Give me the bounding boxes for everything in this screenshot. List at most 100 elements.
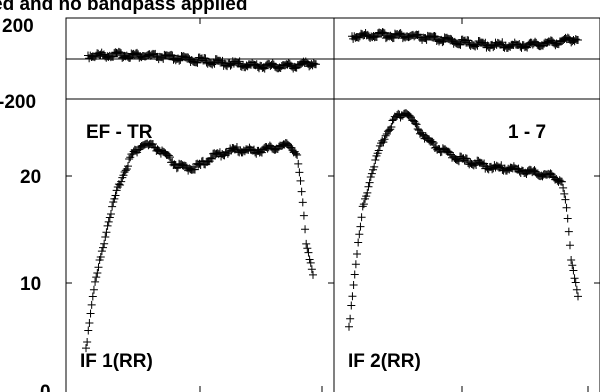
data-point-phase-right: [430, 32, 439, 41]
baseline-label: EF - TR: [86, 122, 153, 143]
data-point-amp-left: [96, 253, 105, 262]
figure-title: ed and no bandpass applied: [0, 0, 247, 15]
data-point-amp-left: [99, 243, 108, 252]
data-point-phase-right: [438, 38, 447, 47]
data-point-amp-left: [100, 239, 109, 248]
data-point-amp-left: [299, 211, 308, 220]
data-point-amp-left: [293, 151, 302, 160]
data-point-amp-right: [358, 202, 367, 211]
data-point-phase-left: [115, 48, 124, 57]
ytick-label-10: 10: [20, 274, 41, 295]
frame-and-ticks: [65, 17, 600, 392]
data-point-amp-left: [101, 232, 110, 241]
data-point-amp-left: [294, 159, 303, 168]
data-point-amp-right: [557, 177, 566, 186]
data-point-phase-left: [205, 59, 214, 68]
data-point-amp-left: [291, 149, 300, 158]
data-point-amp-left: [86, 309, 95, 318]
data-point-amp-left: [301, 225, 310, 234]
data-point-phase-right: [372, 33, 381, 42]
data-point-amp-left: [88, 292, 97, 301]
data-point-amp-right: [551, 175, 560, 184]
data-marks: [82, 28, 582, 353]
data-point-amp-right: [468, 160, 477, 169]
data-point-amp-left: [94, 263, 103, 272]
data-point-amp-right: [450, 153, 459, 162]
data-point-amp-left: [305, 255, 314, 264]
data-point-phase-right: [410, 32, 419, 41]
data-point-amp-right: [428, 137, 437, 146]
data-point-amp-left: [296, 176, 305, 185]
data-point-amp-left: [123, 162, 132, 171]
data-point-amp-right: [356, 222, 365, 231]
data-point-amp-right: [559, 183, 568, 192]
amp-panel-right-frame: [333, 98, 600, 392]
data-point-amp-left: [91, 277, 100, 286]
data-point-amp-right: [350, 270, 359, 279]
data-point-phase-left: [133, 48, 142, 57]
data-point-amp-right: [567, 255, 576, 264]
data-point-phase-left: [226, 61, 235, 70]
data-point-amp-right: [348, 292, 357, 301]
data-point-amp-left: [177, 160, 186, 169]
data-point-amp-left: [125, 155, 134, 164]
data-point-amp-right: [572, 285, 581, 294]
data-point-amp-left: [118, 173, 127, 182]
data-point-amp-right: [404, 111, 413, 120]
data-point-amp-right: [346, 314, 355, 323]
data-point-phase-right: [455, 40, 464, 49]
data-point-phase-left: [196, 54, 205, 63]
data-point-amp-left: [105, 213, 114, 222]
data-point-amp-right: [366, 173, 375, 182]
data-point-amp-right: [345, 322, 353, 331]
data-point-amp-left: [307, 265, 316, 274]
data-point-amp-right: [478, 160, 487, 169]
data-point-phase-left: [109, 52, 118, 61]
data-point-amp-left: [121, 166, 130, 175]
channel-range-label: 1 - 7: [508, 122, 546, 143]
data-point-amp-right: [563, 214, 572, 223]
data-point-amp-left: [97, 247, 106, 256]
data-point-phase-left: [167, 50, 176, 59]
data-point-amp-right: [353, 249, 362, 258]
data-point-phase-right: [574, 35, 582, 44]
data-point-amp-left: [111, 191, 120, 200]
data-point-amp-left: [112, 186, 121, 195]
y-axis-labels: 200 -200 20 10 0: [0, 16, 51, 392]
data-point-phase-left: [277, 61, 286, 70]
data-point-amp-right: [537, 171, 546, 180]
data-point-phase-left: [258, 63, 267, 72]
data-point-amp-left: [106, 210, 115, 219]
data-point-amp-left: [303, 244, 312, 253]
data-point-amp-left: [87, 300, 96, 309]
data-point-amp-right: [564, 227, 573, 236]
data-point-amp-right: [381, 131, 390, 140]
data-point-amp-left: [190, 165, 199, 174]
data-point-amp-right: [568, 261, 577, 270]
data-point-amp-left: [240, 147, 249, 156]
data-point-amp-left: [164, 151, 173, 160]
data-point-amp-right: [374, 146, 383, 155]
data-point-amp-right: [371, 155, 380, 164]
ytick-label-200: 200: [2, 16, 34, 37]
data-point-phase-right: [498, 38, 507, 47]
data-point-amp-left: [206, 154, 215, 163]
data-point-amp-left: [85, 319, 94, 328]
data-point-phase-right: [505, 42, 514, 51]
data-point-amp-left: [172, 164, 181, 173]
data-point-amp-left: [84, 326, 93, 335]
data-point-amp-right: [357, 213, 366, 222]
data-point-amp-right: [445, 148, 454, 157]
data-point-phase-right: [421, 34, 430, 43]
data-point-amp-right: [429, 138, 438, 147]
data-point-amp-left: [103, 221, 112, 230]
data-point-phase-right: [354, 33, 363, 42]
data-point-amp-right: [571, 278, 580, 287]
ytick-label-0: 0: [40, 382, 51, 392]
data-point-amp-right: [354, 238, 363, 247]
data-point-amp-right: [359, 200, 368, 209]
data-point-amp-right: [430, 143, 439, 152]
data-point-amp-right: [418, 130, 427, 139]
data-point-phase-right: [451, 39, 460, 48]
